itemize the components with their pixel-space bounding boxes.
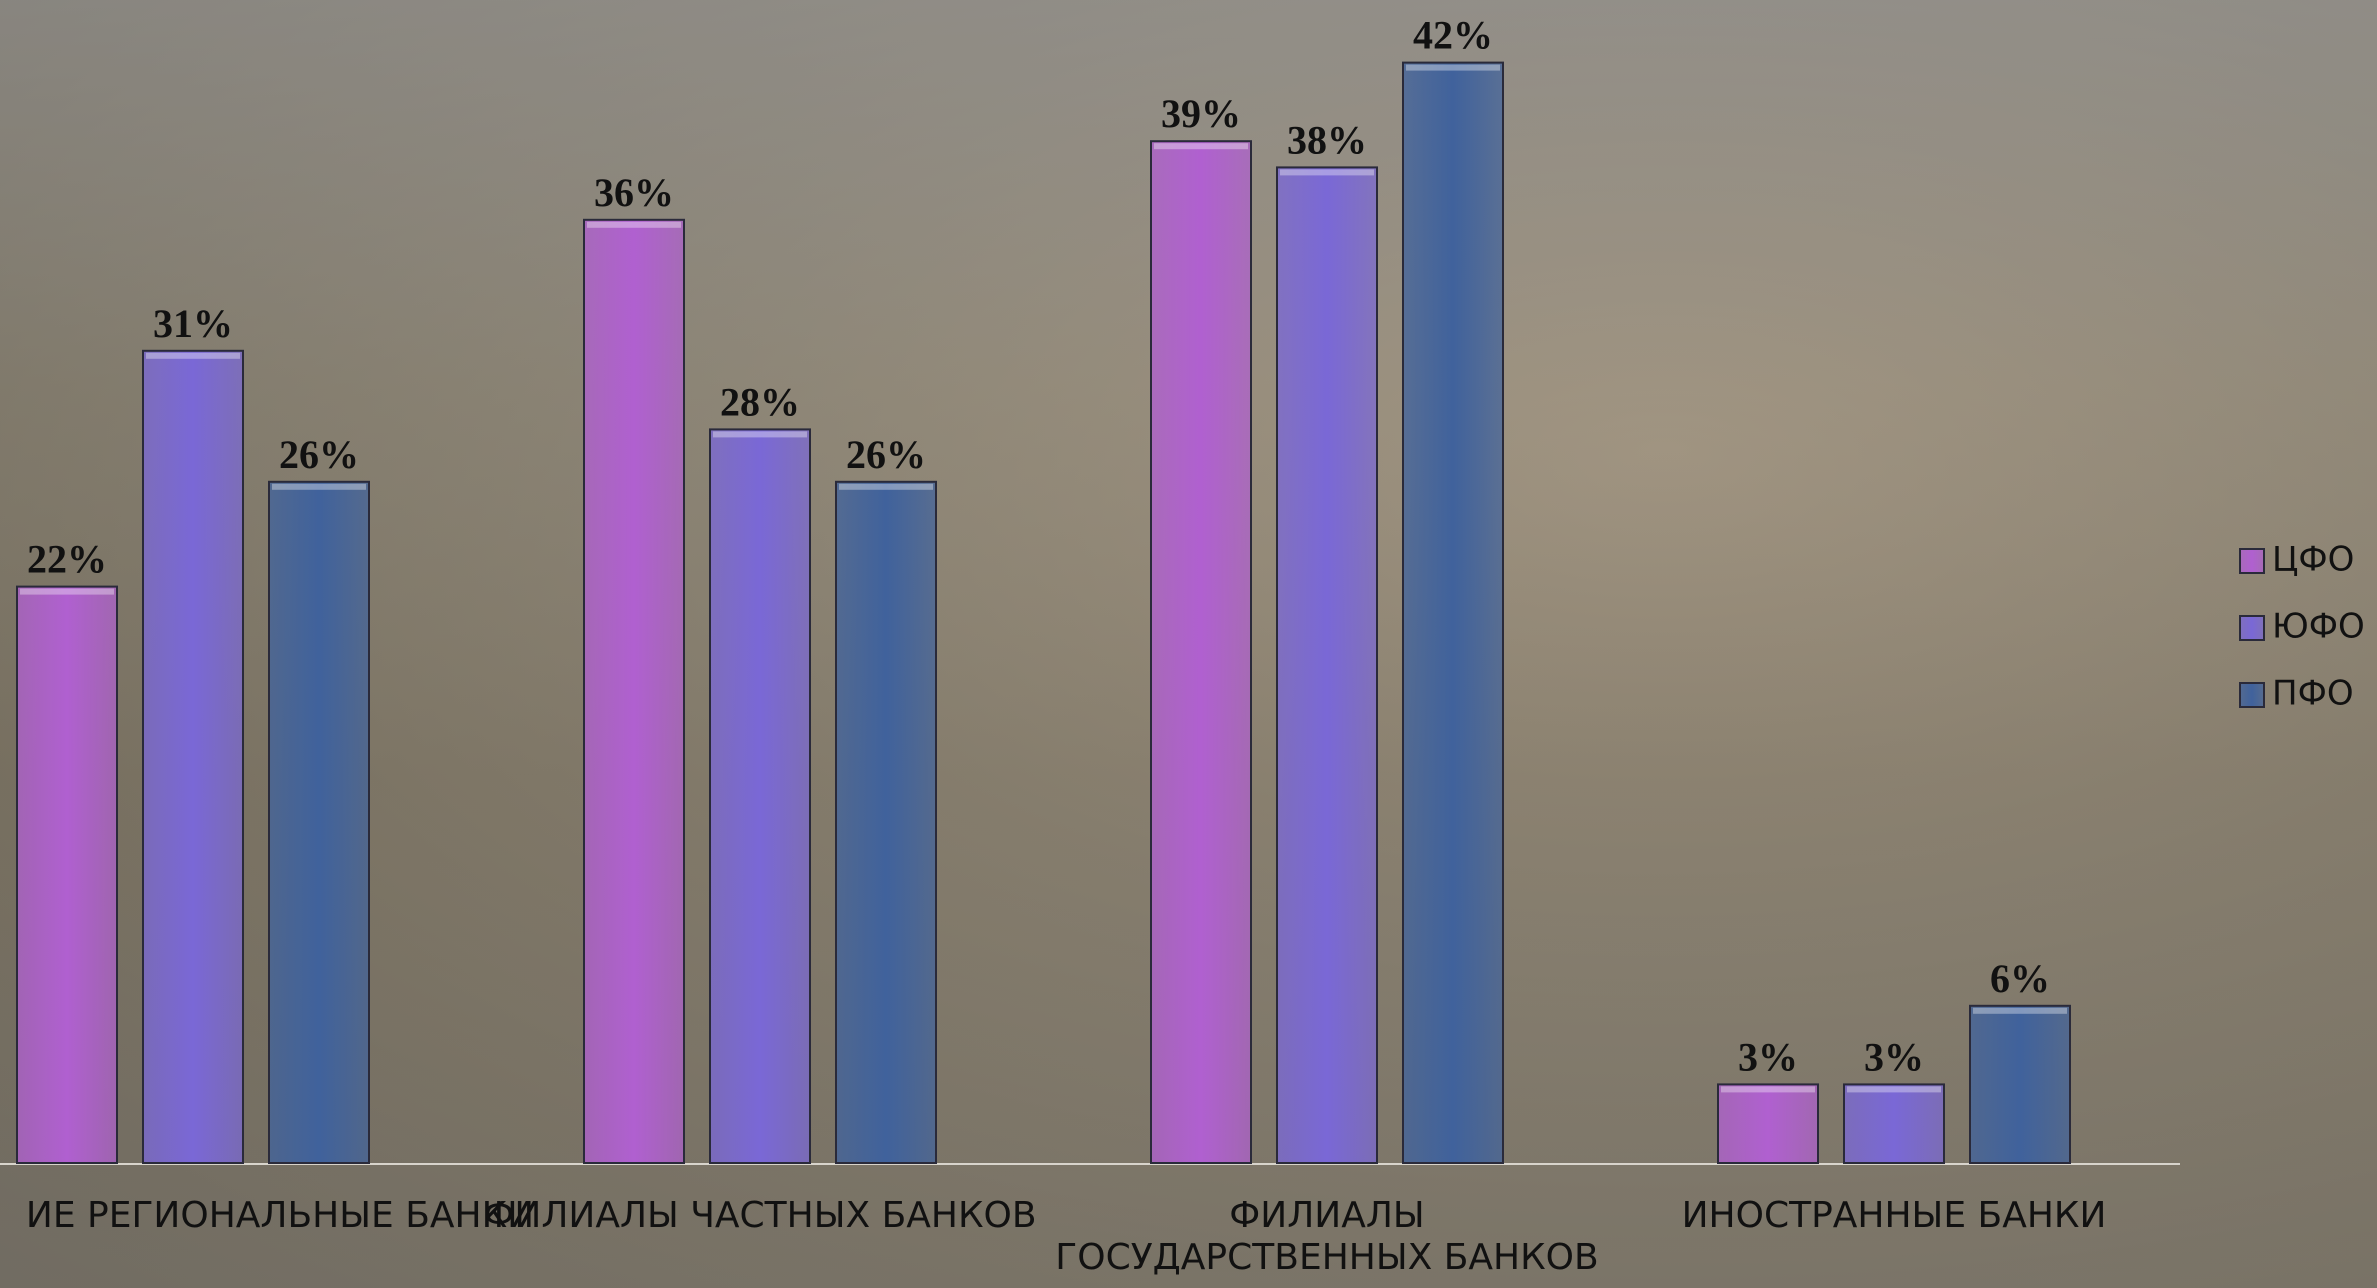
- bar: [142, 349, 244, 1164]
- value-label: 31%: [153, 301, 233, 346]
- bar: [1969, 1004, 2071, 1164]
- legend-label: ЦФО: [2272, 540, 2354, 580]
- bar-bevel: [1721, 1086, 1815, 1093]
- value-label: 39%: [1161, 91, 1241, 136]
- bar: [1276, 166, 1378, 1164]
- value-label: 36%: [594, 170, 674, 215]
- bar-bevel: [1847, 1086, 1941, 1093]
- bar-bevel: [1973, 1007, 2067, 1014]
- bar-bevel: [146, 352, 240, 359]
- bar-bevel: [1154, 143, 1248, 150]
- value-label: 28%: [720, 379, 800, 424]
- legend-label: ЮФО: [2272, 607, 2365, 647]
- x-tick-label: ИНОСТРАННЫЕ БАНКИ: [1681, 1195, 2107, 1236]
- legend-swatch: [2239, 548, 2265, 574]
- bar-bevel: [20, 588, 114, 595]
- bar-bevel: [839, 483, 933, 490]
- x-tick-label: ФИЛИАЛЫ ГОСУДАРСТВЕННЫХ БАНКОВ: [1055, 1195, 1599, 1278]
- value-label: 6%: [1990, 956, 2050, 1001]
- bar: [1402, 61, 1504, 1165]
- value-label: 38%: [1287, 117, 1367, 162]
- value-label: 26%: [846, 432, 926, 477]
- bar-bevel: [1406, 64, 1500, 71]
- legend-swatch: [2239, 615, 2265, 641]
- x-tick-label: ФИЛИАЛЫ ЧАСТНЫХ БАНКОВ: [483, 1195, 1037, 1236]
- value-label: 3%: [1738, 1034, 1798, 1079]
- bar: [1150, 140, 1252, 1164]
- bar-bevel: [713, 431, 807, 438]
- x-tick-label: ИЕ РЕГИОНАЛЬНЫЕ БАНКИ: [25, 1195, 535, 1236]
- bar: [16, 585, 118, 1164]
- bar-bevel: [1280, 169, 1374, 176]
- bar: [835, 480, 937, 1164]
- value-label: 3%: [1864, 1034, 1924, 1079]
- value-label: 26%: [279, 432, 359, 477]
- value-label: 22%: [27, 537, 107, 582]
- bar-bevel: [272, 483, 366, 490]
- bar-bevel: [587, 221, 681, 228]
- bar: [1843, 1083, 1945, 1165]
- bar: [268, 480, 370, 1164]
- legend-swatch: [2239, 682, 2265, 708]
- value-label: 42%: [1413, 13, 1493, 58]
- bar: [583, 218, 685, 1165]
- legend-label: ПФО: [2272, 674, 2354, 714]
- bar: [709, 428, 811, 1164]
- bar: [1717, 1083, 1819, 1165]
